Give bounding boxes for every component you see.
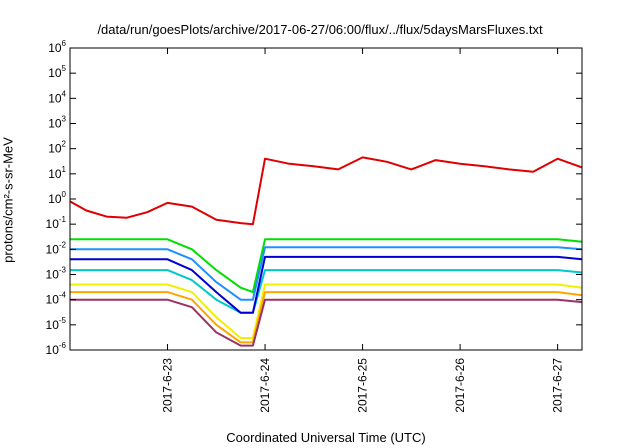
y-tick-label-1: 10-5	[46, 316, 67, 332]
x-tick-label-2: 2017-6-25	[356, 358, 370, 413]
y-tick-label-10: 104	[48, 89, 66, 105]
chart-title: /data/run/goesPlots/archive/2017-06-27/0…	[97, 22, 543, 37]
y-tick-label-6: 100	[48, 190, 66, 206]
series-line-4	[70, 255, 583, 314]
x-tick-label-4: 2017-6-27	[551, 358, 565, 413]
x-tick-label-1: 2017-6-24	[258, 358, 272, 413]
y-tick-label-2: 10-4	[46, 291, 67, 307]
series-line-3	[70, 246, 583, 301]
series-layer	[69, 156, 583, 347]
y-tick-label-11: 105	[48, 64, 66, 80]
y-tick-label-5: 10-1	[46, 215, 67, 231]
y-tick-label-12: 106	[48, 39, 66, 55]
y-tick-label-4: 10-2	[46, 240, 67, 256]
y-tick-label-3: 10-3	[46, 266, 67, 282]
x-tick-label-3: 2017-6-26	[453, 358, 467, 413]
x-tick-label-0: 2017-6-23	[161, 358, 175, 413]
tick-layer: 10-6 10-5 10-4 10-3 10-2 10-1 100 101 102 103 104 1…	[46, 39, 582, 413]
series-line-5	[70, 283, 583, 339]
series-line-0	[69, 156, 583, 226]
y-tick-label-9: 103	[48, 115, 66, 131]
x-axis-label: Coordinated Universal Time (UTC)	[226, 430, 426, 445]
y-tick-label-0: 10-6	[46, 341, 67, 357]
plot-frame	[69, 47, 583, 351]
y-tick-label-7: 101	[48, 165, 66, 181]
series-line-1	[70, 238, 583, 294]
series-line-7	[70, 298, 583, 347]
y-tick-label-8: 102	[48, 140, 66, 156]
